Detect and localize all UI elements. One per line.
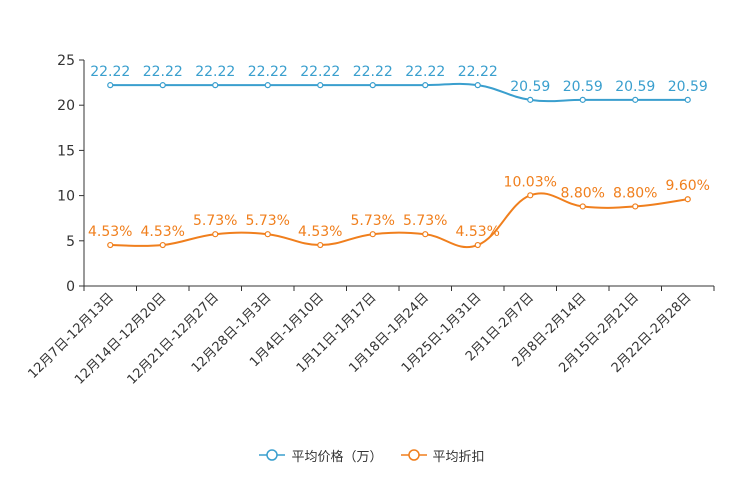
data-point	[632, 96, 639, 103]
data-label: 10.03%	[504, 174, 557, 190]
data-point	[369, 82, 376, 89]
data-label: 5.73%	[403, 213, 447, 229]
legend-item-1[interactable]: 平均价格（万）	[259, 446, 383, 465]
data-label: 8.80%	[613, 185, 657, 201]
legend: 平均价格（万） 平均折扣	[0, 444, 744, 466]
data-point	[474, 241, 481, 249]
legend-swatch-icon	[400, 449, 427, 461]
data-point	[579, 96, 586, 103]
data-label: 4.53%	[456, 224, 500, 240]
data-label: 22.22	[458, 64, 498, 80]
legend-label: 平均价格（万）	[291, 449, 383, 465]
data-point	[159, 82, 166, 89]
data-point	[107, 82, 114, 89]
data-label: 9.60%	[666, 178, 710, 194]
data-label: 22.22	[405, 64, 445, 80]
y-tick-label: 25	[57, 53, 75, 69]
data-point	[422, 231, 429, 238]
y-tick-label: 0	[66, 279, 75, 295]
data-label: 20.59	[615, 79, 655, 95]
data-point	[264, 231, 271, 238]
data-label: 5.73%	[246, 213, 290, 229]
data-label: 4.53%	[298, 224, 342, 240]
data-label: 20.59	[510, 79, 550, 95]
data-label: 20.59	[563, 79, 603, 95]
data-point	[212, 231, 219, 238]
data-point	[369, 231, 376, 238]
data-point	[474, 82, 481, 89]
x-tick-label: 12月14日-12月20日	[72, 290, 169, 387]
data-label: 22.22	[90, 64, 130, 80]
data-label: 22.22	[300, 64, 340, 80]
legend-label: 平均折扣	[432, 449, 485, 465]
y-tick-label: 5	[66, 234, 75, 250]
data-label: 4.53%	[88, 224, 132, 240]
data-point	[422, 82, 429, 89]
data-point	[527, 192, 534, 199]
y-tick-label: 10	[57, 189, 75, 205]
y-tick-label: 15	[57, 143, 75, 159]
data-point	[264, 82, 271, 89]
data-label: 22.22	[195, 64, 235, 80]
data-point	[527, 96, 534, 103]
data-point	[579, 203, 586, 210]
data-point	[684, 196, 691, 203]
y-tick-label: 20	[57, 98, 75, 114]
data-label: 4.53%	[141, 224, 185, 240]
data-label: 22.22	[353, 64, 393, 80]
data-label: 22.22	[248, 64, 288, 80]
data-point	[159, 241, 166, 249]
data-label: 5.73%	[351, 213, 395, 229]
series-line-2	[110, 192, 688, 248]
data-point	[107, 241, 114, 249]
data-label: 22.22	[143, 64, 183, 80]
data-point	[632, 203, 639, 210]
series-line-1	[110, 82, 688, 103]
data-label: 20.59	[668, 79, 708, 95]
data-point	[317, 82, 324, 89]
data-point	[317, 241, 324, 249]
data-point	[684, 96, 691, 103]
x-tick-label: 12月21日-12月27日	[125, 290, 222, 387]
x-tick-label: 12月7日-12月13日	[25, 290, 117, 382]
legend-item-2[interactable]: 平均折扣	[400, 446, 485, 465]
data-label: 8.80%	[561, 185, 605, 201]
legend-swatch-icon	[259, 449, 286, 461]
data-label: 5.73%	[193, 213, 237, 229]
data-point	[212, 82, 219, 89]
